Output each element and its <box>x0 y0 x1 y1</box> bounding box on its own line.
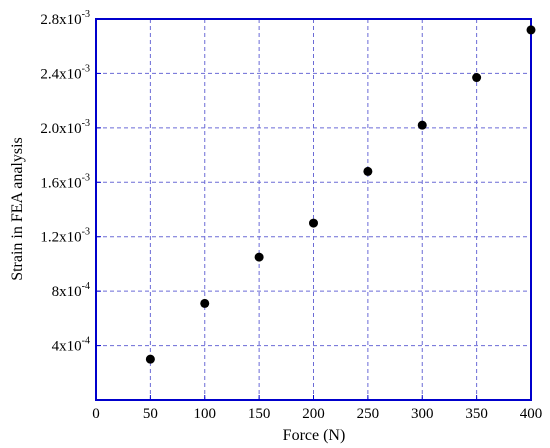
y-tick-label: 2.0x10-3 <box>40 118 90 137</box>
data-point <box>254 252 264 262</box>
y-tick-label: 8x10-4 <box>52 281 90 300</box>
grid-lines <box>96 19 531 400</box>
x-tick-label: 150 <box>248 406 271 422</box>
data-point <box>417 120 427 130</box>
y-axis-label: Strain in FEA analysis <box>9 137 26 281</box>
x-tick-label: 50 <box>143 406 158 422</box>
x-tick-label: 0 <box>92 406 100 422</box>
y-tick-label: 2.4x10-3 <box>40 63 90 82</box>
data-point <box>145 354 155 364</box>
x-tick-label: 200 <box>302 406 325 422</box>
y-tick-label: 4x10-4 <box>52 336 90 355</box>
data-point <box>363 166 373 176</box>
data-point <box>472 73 482 83</box>
x-tick-label: 300 <box>411 406 434 422</box>
y-axis-ticks: 4x10-4 8x10-4 1.2x10-3 1.6x10-3 2.0x10-3 2.4x… <box>40 9 101 355</box>
x-tick-label: 400 <box>520 406 543 422</box>
x-tick-label: 350 <box>465 406 488 422</box>
y-tick-label: 1.6x10-3 <box>40 172 90 191</box>
data-points <box>145 25 536 364</box>
x-axis-label: Force (N) <box>283 427 346 444</box>
x-tick-label: 100 <box>194 406 217 422</box>
data-point <box>200 298 210 308</box>
y-tick-label: 1.2x10-3 <box>40 227 90 246</box>
data-point <box>309 218 318 228</box>
x-axis-ticks: 0 50 100 150 200 250 300 350 400 <box>92 395 542 422</box>
data-point <box>526 25 536 35</box>
y-tick-label: 2.8x10-3 <box>40 9 90 28</box>
x-tick-label: 250 <box>357 406 380 422</box>
